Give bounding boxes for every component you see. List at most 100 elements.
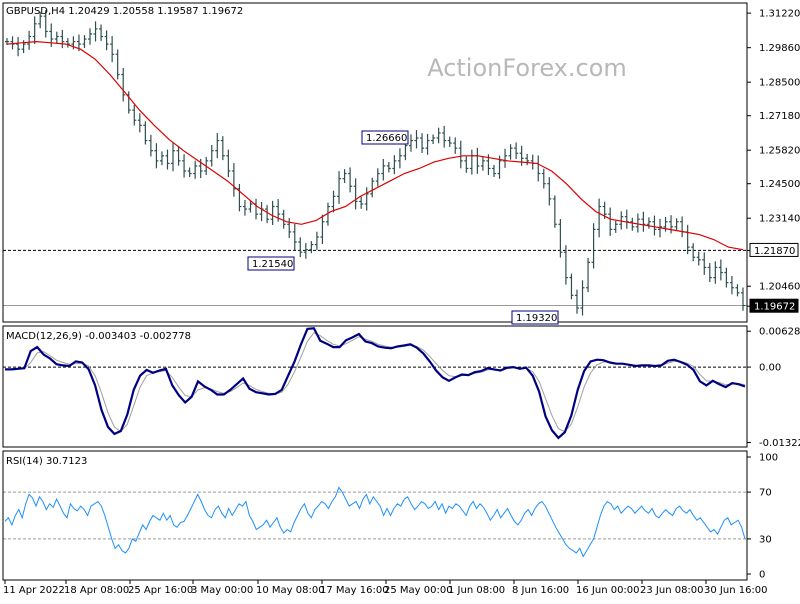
price-bar — [436, 127, 441, 144]
price-bar — [314, 231, 319, 250]
price-bar — [10, 36, 15, 50]
price-bar — [381, 158, 386, 181]
price-bar — [641, 211, 646, 232]
rsi-panel-title: RSI(14) 30.7123 — [6, 456, 87, 467]
price-bar — [530, 154, 535, 170]
price-bar — [469, 149, 474, 175]
price-bar — [574, 289, 579, 314]
x-axis-tick-label: 17 May 16:00 — [320, 585, 389, 596]
price-bar — [397, 148, 402, 169]
price-bar — [215, 133, 220, 159]
price-bar — [630, 217, 635, 231]
price-bar — [287, 218, 292, 239]
price-bar — [480, 156, 485, 171]
price-axis-tick-label: 1.29860 — [759, 43, 800, 54]
x-axis-tick-label: 16 Jun 00:00 — [576, 585, 640, 596]
price-axis-box-label: 1.19672 — [754, 302, 795, 313]
price-bar — [408, 134, 413, 152]
price-bar — [569, 273, 574, 300]
price-bar — [580, 280, 585, 316]
price-bar — [104, 30, 109, 51]
price-bar — [88, 28, 93, 45]
price-bar — [292, 223, 297, 250]
price-bar — [320, 214, 325, 245]
x-axis-tick-label: 11 Apr 2022 — [3, 585, 65, 596]
price-axis-tick-label: 1.25820 — [759, 146, 800, 157]
price-bar — [270, 200, 275, 225]
x-axis-tick-label: 3 May 00:00 — [191, 585, 253, 596]
price-bar — [165, 149, 170, 170]
price-bar — [680, 216, 685, 238]
price-bar — [586, 257, 591, 293]
price-bar — [414, 130, 419, 149]
price-bar — [431, 134, 436, 145]
price-bar — [669, 215, 674, 234]
price-bar — [458, 140, 463, 169]
price-bar — [171, 142, 176, 172]
rsi-axis-tick-label: 30 — [759, 534, 772, 545]
price-bar — [392, 155, 397, 175]
price-bar — [375, 168, 380, 187]
x-axis-tick-label: 18 Apr 08:00 — [64, 585, 129, 596]
price-bar — [132, 104, 137, 126]
price-bar — [60, 29, 65, 49]
price-bar — [525, 153, 530, 166]
price-bar — [359, 196, 364, 209]
price-bar — [143, 121, 148, 145]
price-bar — [386, 161, 391, 173]
price-bar — [65, 38, 70, 48]
price-bar — [597, 198, 602, 238]
price-bar — [364, 187, 369, 211]
macd-axis-tick-label: -0.013223 — [759, 438, 800, 449]
x-axis-tick-label: 25 Apr 16:00 — [128, 585, 193, 596]
price-bar — [552, 195, 557, 228]
price-annotation-label: 1.26660 — [366, 133, 407, 144]
price-bar — [259, 202, 264, 222]
price-bar — [707, 263, 712, 282]
price-bar — [624, 209, 629, 229]
rsi-line — [4, 486, 746, 558]
price-bar — [298, 237, 303, 258]
price-bar — [619, 211, 624, 230]
rsi-axis-tick-label: 0 — [759, 570, 765, 581]
moving-average-line — [6, 40, 744, 251]
price-panel-frame — [2, 2, 748, 323]
price-bar — [176, 145, 181, 166]
price-bar — [110, 36, 115, 63]
price-bar — [265, 205, 270, 224]
price-bar — [187, 167, 192, 178]
price-bar — [702, 252, 707, 275]
price-bar — [43, 10, 48, 38]
macd-main-line — [5, 327, 746, 440]
price-bar — [547, 177, 552, 206]
price-bar — [718, 259, 723, 281]
price-bar — [519, 145, 524, 166]
price-annotation-label: 1.21540 — [252, 259, 293, 270]
price-bar — [674, 218, 679, 231]
price-bar — [121, 67, 126, 102]
price-bar — [348, 167, 353, 193]
x-axis-tick-label: 1 Jun 08:00 — [448, 585, 505, 596]
price-bar — [685, 224, 690, 255]
price-bar — [193, 160, 198, 179]
price-bar — [713, 261, 718, 284]
price-bar — [475, 147, 480, 174]
price-axis-tick-label: 1.24500 — [759, 179, 800, 190]
price-bar — [331, 190, 336, 213]
price-bar — [342, 169, 347, 183]
price-bar — [503, 148, 508, 168]
price-bar — [652, 215, 657, 236]
price-axis-tick-label: 1.27180 — [759, 111, 800, 122]
price-bar — [231, 163, 236, 197]
price-bar — [159, 151, 164, 166]
price-bar — [303, 243, 308, 259]
price-bar — [691, 243, 696, 262]
price-bar — [248, 200, 253, 213]
price-bar — [608, 207, 613, 236]
price-bar — [696, 251, 701, 266]
macd-signal-line — [5, 332, 746, 433]
price-bar — [148, 134, 153, 157]
rsi-panel-frame — [2, 450, 748, 581]
price-axis-tick-label: 1.31220 — [759, 9, 800, 20]
price-panel-title: GBPUSD,H4 1.20429 1.20558 1.19587 1.1967… — [6, 6, 243, 17]
